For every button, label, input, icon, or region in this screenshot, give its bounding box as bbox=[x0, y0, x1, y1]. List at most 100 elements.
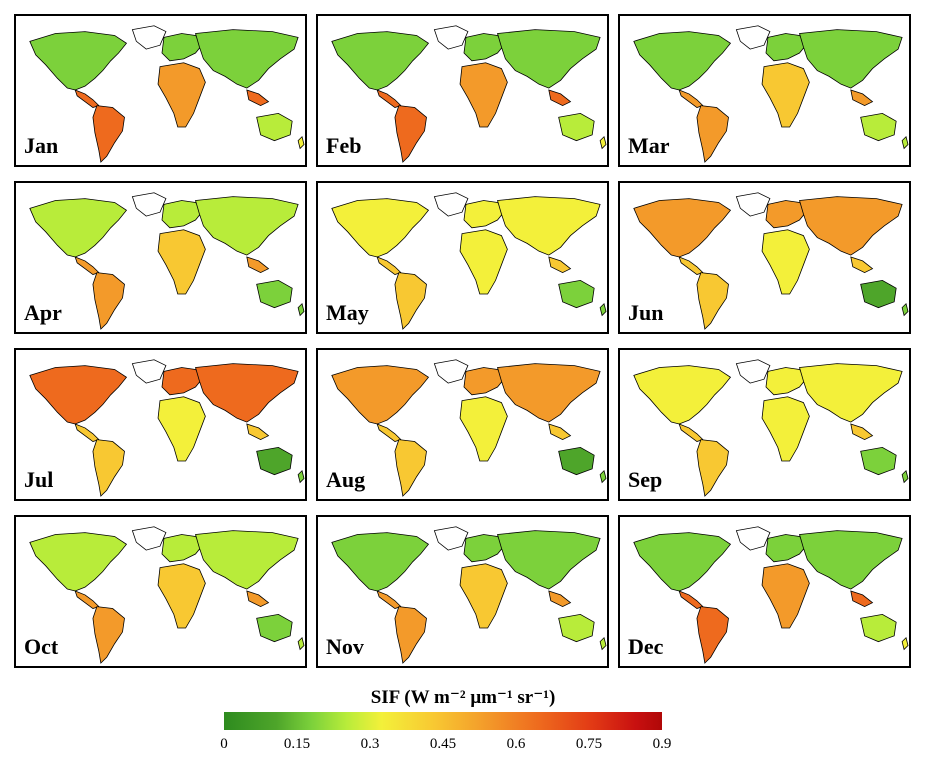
map-panel-jan: Jan bbox=[14, 14, 307, 167]
colorbar-tick-label: 0.75 bbox=[575, 736, 603, 752]
continent-camerica bbox=[74, 89, 100, 108]
continent-europe bbox=[463, 534, 506, 563]
continent-africa bbox=[761, 563, 810, 629]
continent-africa bbox=[459, 563, 508, 629]
colorbar-tick-label: 0.3 bbox=[360, 736, 380, 752]
month-label: May bbox=[326, 300, 369, 325]
continent-europe bbox=[161, 367, 204, 396]
world-map bbox=[29, 192, 305, 330]
continent-australia bbox=[256, 446, 293, 476]
continent-greenland bbox=[131, 526, 167, 551]
continent-africa bbox=[157, 229, 206, 295]
month-label: Jun bbox=[628, 300, 664, 325]
continent-asia bbox=[799, 363, 903, 423]
colorbar-tick-label: 0.9 bbox=[652, 736, 672, 752]
continent-camerica bbox=[74, 256, 100, 275]
continent-samerica bbox=[394, 105, 427, 163]
continent-europe bbox=[765, 534, 808, 563]
map-grid: Jan Feb Mar Apr May Jun Jul Aug Sep Oct Nov Dec bbox=[14, 14, 914, 671]
world-map bbox=[29, 25, 305, 163]
continent-namerica bbox=[331, 31, 430, 91]
colorbar-tick-label: 0 bbox=[220, 736, 228, 752]
continent-seasia bbox=[850, 89, 874, 107]
map-panel-dec: Dec bbox=[618, 515, 911, 668]
continent-namerica bbox=[29, 198, 128, 258]
world-map bbox=[331, 192, 607, 330]
continent-samerica bbox=[394, 272, 427, 330]
continent-asia bbox=[497, 363, 601, 423]
colorbar bbox=[224, 712, 662, 730]
continent-nz bbox=[297, 636, 305, 651]
continent-asia bbox=[195, 196, 299, 256]
world-map bbox=[331, 526, 607, 664]
continent-europe bbox=[463, 367, 506, 396]
map-panel-nov: Nov bbox=[316, 515, 609, 668]
continent-asia bbox=[195, 29, 299, 89]
month-label: Feb bbox=[326, 133, 362, 158]
continent-camerica bbox=[678, 89, 704, 108]
continent-australia bbox=[860, 446, 897, 476]
month-label: Oct bbox=[24, 634, 59, 659]
continent-asia bbox=[799, 530, 903, 590]
world-map bbox=[633, 25, 909, 163]
continent-greenland bbox=[433, 192, 469, 217]
continent-namerica bbox=[331, 532, 430, 592]
month-label: Apr bbox=[24, 300, 62, 325]
continent-seasia bbox=[548, 256, 572, 274]
continent-africa bbox=[459, 396, 508, 462]
continent-samerica bbox=[696, 439, 729, 497]
month-label: Dec bbox=[628, 634, 664, 659]
continent-seasia bbox=[548, 423, 572, 441]
continent-europe bbox=[463, 33, 506, 62]
continent-namerica bbox=[29, 31, 128, 91]
world-map bbox=[633, 192, 909, 330]
continent-nz bbox=[901, 469, 909, 484]
continent-greenland bbox=[433, 359, 469, 384]
continent-asia bbox=[497, 29, 601, 89]
continent-samerica bbox=[394, 439, 427, 497]
world-map bbox=[633, 359, 909, 497]
world-map bbox=[331, 25, 607, 163]
continent-nz bbox=[901, 636, 909, 651]
continent-namerica bbox=[29, 365, 128, 425]
continent-greenland bbox=[735, 359, 771, 384]
map-panel-sep: Sep bbox=[618, 348, 911, 501]
continent-samerica bbox=[92, 439, 125, 497]
continent-samerica bbox=[696, 272, 729, 330]
continent-greenland bbox=[131, 359, 167, 384]
continent-asia bbox=[497, 196, 601, 256]
continent-camerica bbox=[376, 256, 402, 275]
continent-namerica bbox=[633, 532, 732, 592]
continent-australia bbox=[256, 613, 293, 643]
continent-australia bbox=[558, 112, 595, 142]
month-label: Jul bbox=[24, 467, 54, 492]
continent-namerica bbox=[29, 532, 128, 592]
world-map bbox=[633, 526, 909, 664]
continent-nz bbox=[599, 469, 607, 484]
continent-camerica bbox=[376, 590, 402, 609]
continent-australia bbox=[558, 446, 595, 476]
continent-samerica bbox=[92, 105, 125, 163]
world-map bbox=[29, 526, 305, 664]
continent-samerica bbox=[92, 606, 125, 664]
colorbar-title: SIF (W m⁻² μm⁻¹ sr⁻¹) bbox=[370, 687, 556, 708]
continent-seasia bbox=[850, 256, 874, 274]
continent-africa bbox=[157, 396, 206, 462]
world-map bbox=[29, 359, 305, 497]
continent-africa bbox=[459, 62, 508, 128]
continent-nz bbox=[297, 302, 305, 317]
continent-asia bbox=[195, 363, 299, 423]
continent-seasia bbox=[246, 590, 270, 608]
map-panel-may: May bbox=[316, 181, 609, 334]
colorbar-tick-label: 0.45 bbox=[429, 736, 457, 752]
continent-camerica bbox=[74, 423, 100, 442]
continent-europe bbox=[161, 200, 204, 229]
continent-nz bbox=[599, 302, 607, 317]
continent-africa bbox=[761, 229, 810, 295]
continent-europe bbox=[765, 367, 808, 396]
continent-greenland bbox=[131, 192, 167, 217]
map-panel-jul: Jul bbox=[14, 348, 307, 501]
continent-greenland bbox=[735, 526, 771, 551]
continent-camerica bbox=[376, 89, 402, 108]
continent-greenland bbox=[433, 25, 469, 50]
